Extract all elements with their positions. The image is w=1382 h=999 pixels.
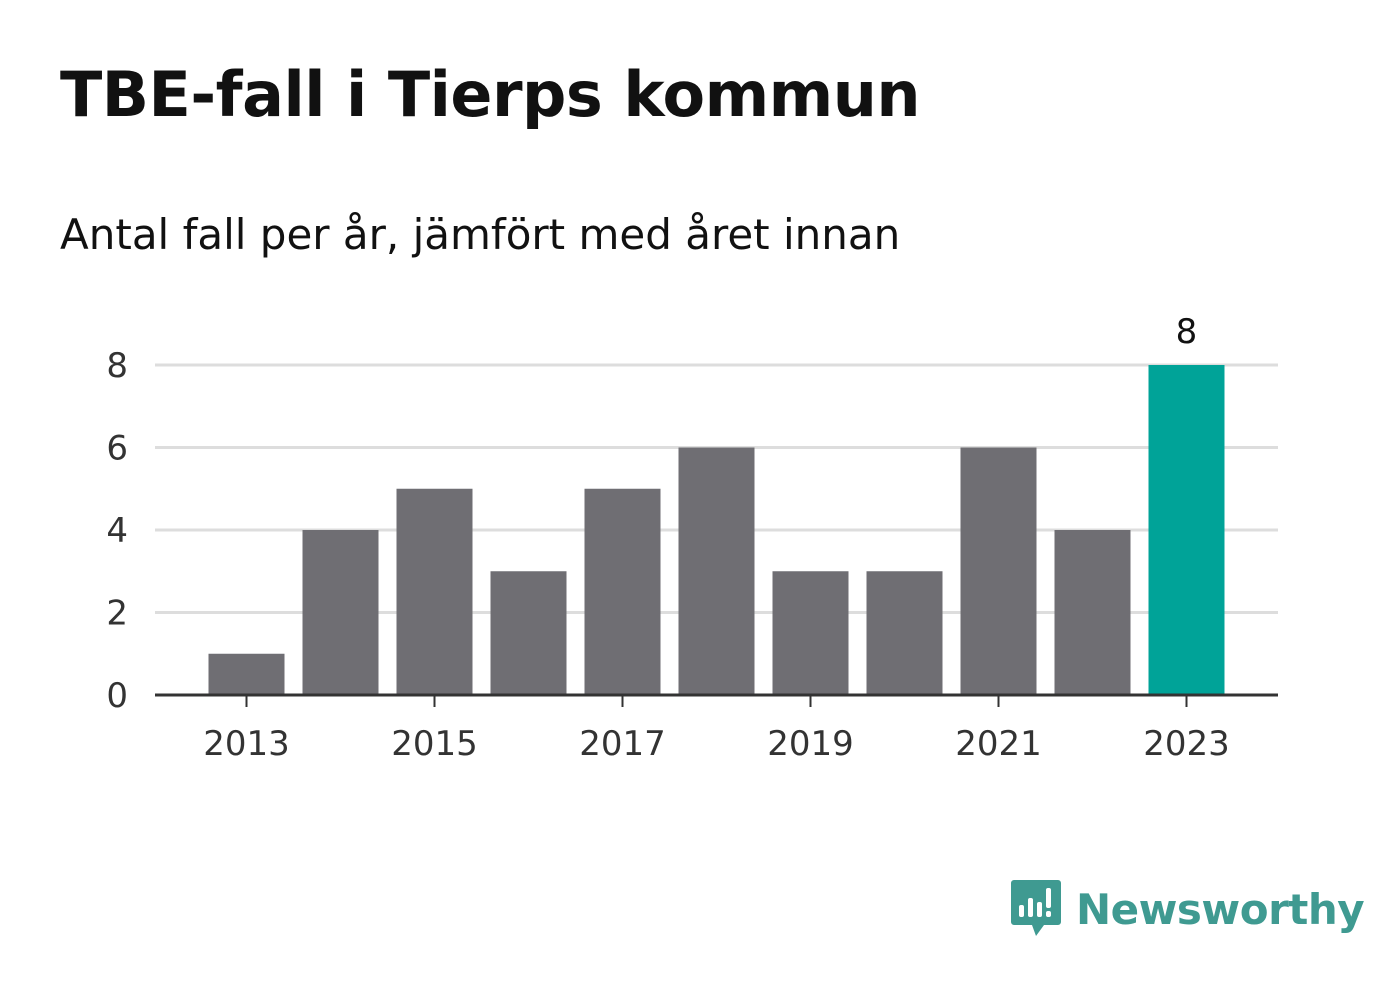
y-tick-label: 6	[106, 429, 128, 469]
y-tick-label: 8	[106, 346, 128, 386]
x-tick-label: 2019	[767, 724, 854, 764]
bar-2020	[866, 571, 943, 695]
y-tick-label: 2	[106, 594, 128, 634]
bar-2015	[396, 488, 473, 695]
x-tick-label: 2015	[391, 724, 478, 764]
newsworthy-logo-icon	[1011, 880, 1061, 936]
y-tick-label: 4	[106, 511, 128, 551]
bar-2021	[960, 447, 1037, 695]
chart-subtitle: Antal fall per år, jämfört med året inna…	[60, 210, 901, 259]
newsworthy-logo-text: Newsworthy	[1076, 884, 1365, 934]
chart-title: TBE-fall i Tierps kommun	[60, 58, 921, 131]
x-tick-label: 2017	[579, 724, 666, 764]
bar-2018	[678, 447, 755, 695]
x-tick-label: 2021	[955, 724, 1042, 764]
bar-2016	[490, 571, 567, 695]
y-tick-label: 0	[106, 676, 128, 716]
x-tick-label: 2013	[203, 724, 290, 764]
bar-2019	[772, 571, 849, 695]
data-label: 8	[1176, 312, 1198, 352]
bar-2017	[584, 488, 661, 695]
bar-2013	[208, 653, 285, 695]
bar-2022	[1054, 530, 1131, 695]
x-tick-label: 2023	[1143, 724, 1230, 764]
bar-2023	[1148, 365, 1225, 695]
bar-2014	[302, 530, 379, 695]
newsworthy-logo: Newsworthy	[1010, 878, 1365, 940]
